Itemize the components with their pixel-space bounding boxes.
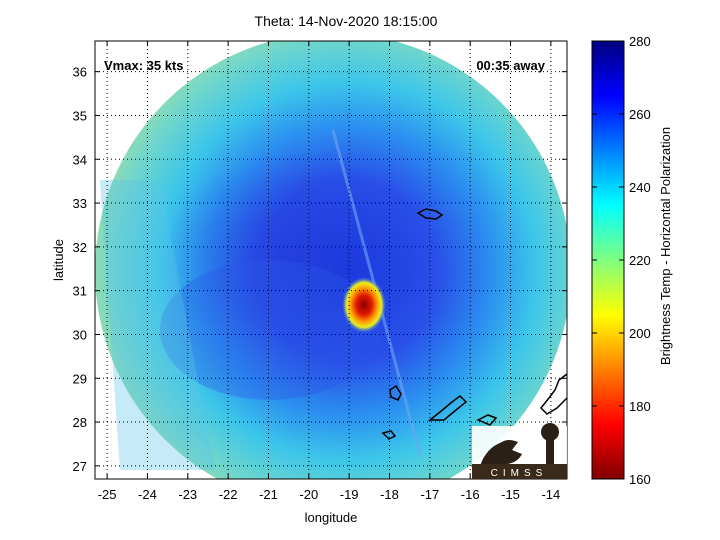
colorbar-tick-label: 280 <box>629 34 651 49</box>
x-tick-label: -22 <box>219 487 238 502</box>
swath-west-edge <box>100 180 215 470</box>
x-tick-label: -19 <box>340 487 359 502</box>
x-tick-label: -20 <box>299 487 318 502</box>
y-tick-label: 30 <box>73 327 87 342</box>
y-tick-label: 27 <box>73 459 87 474</box>
x-tick-label: -21 <box>259 487 278 502</box>
x-axis-ticks: -25 -24 -23 -22 -21 -20 -19 -18 -17 -16 -15 -14 <box>98 41 560 502</box>
logo-tower <box>546 440 554 468</box>
x-tick-label: -15 <box>501 487 520 502</box>
y-axis-label: latitude <box>51 239 66 281</box>
africa-coast <box>539 373 567 415</box>
y-tick-label: 34 <box>73 152 87 167</box>
colorbar-tick-label: 200 <box>629 326 651 341</box>
colorbar-tick-label: 180 <box>629 399 651 414</box>
x-tick-label: -25 <box>98 487 117 502</box>
x-axis-label: longitude <box>305 510 358 525</box>
colorbar-tick-label: 260 <box>629 107 651 122</box>
vmax-annotation: Vmax: 35 kts <box>104 58 184 73</box>
x-tick-label: -24 <box>138 487 157 502</box>
colorbar-label: Brightness Temp - Horizontal Polarizatio… <box>658 127 673 365</box>
island-canary-3 <box>381 430 397 440</box>
island-canary-2 <box>427 395 468 421</box>
y-tick-label: 35 <box>73 108 87 123</box>
y-axis-ticks: 27 28 29 30 31 32 33 34 35 36 <box>73 65 567 474</box>
y-tick-label: 36 <box>73 65 87 80</box>
y-tick-label: 29 <box>73 371 87 386</box>
time-away-annotation: 00:35 away <box>476 58 545 73</box>
y-tick-label: 28 <box>73 415 87 430</box>
y-tick-label: 31 <box>73 284 87 299</box>
x-tick-label: -14 <box>541 487 560 502</box>
swath-outer-band <box>160 260 380 400</box>
storm-core <box>342 277 386 333</box>
grid <box>95 41 567 479</box>
y-tick-label: 33 <box>73 196 87 211</box>
y-tick-label: 32 <box>73 240 87 255</box>
x-tick-label: -23 <box>178 487 197 502</box>
island-canary-4 <box>476 414 498 426</box>
chart-title: Theta: 14-Nov-2020 18:15:00 <box>255 13 438 29</box>
colorbar-tick-label: 160 <box>629 472 651 487</box>
x-tick-label: -16 <box>461 487 480 502</box>
logo-tower-ball <box>541 423 559 441</box>
island-madeira <box>416 208 444 220</box>
x-tick-label: -18 <box>380 487 399 502</box>
cimss-logo: CIMSS <box>472 423 567 479</box>
island-canary-1 <box>389 384 402 401</box>
logo-text: CIMSS <box>491 468 548 479</box>
colorbar-ticks: 160 180 200 220 240 260 280 <box>592 34 651 487</box>
colorbar-tick-label: 220 <box>629 253 651 268</box>
x-tick-label: -17 <box>420 487 439 502</box>
logo-ground <box>472 464 567 479</box>
axes-box <box>94 40 568 480</box>
colorbar-tick-label: 240 <box>629 180 651 195</box>
